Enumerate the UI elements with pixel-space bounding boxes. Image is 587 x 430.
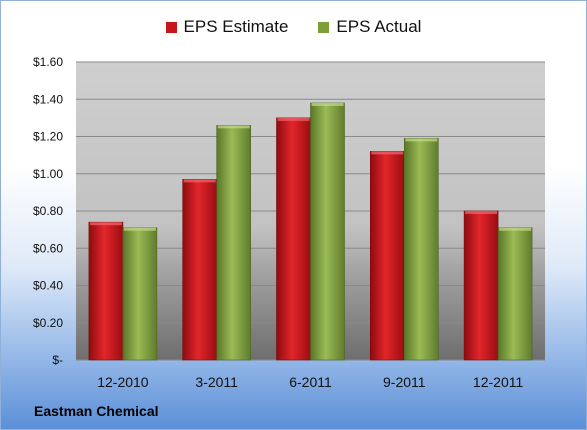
y-tick-label: $0.60 xyxy=(33,241,63,255)
bar-cap xyxy=(311,102,344,106)
y-tick-label: $0.80 xyxy=(33,204,63,218)
bar xyxy=(182,179,217,361)
company-name: Eastman Chemical xyxy=(34,403,159,419)
bar-cap xyxy=(217,125,250,129)
legend-item-estimate: EPS Estimate xyxy=(165,17,289,37)
bar-cap xyxy=(371,151,404,155)
y-tick-label: $1.00 xyxy=(33,167,63,181)
y-tick-label: $0.20 xyxy=(33,316,63,330)
bar-cap xyxy=(123,227,156,231)
legend: EPS Estimate EPS Actual xyxy=(1,17,586,37)
y-tick-label: $0.40 xyxy=(33,279,63,293)
bar-cap xyxy=(89,222,122,226)
bar-cap xyxy=(405,138,438,142)
x-tick-label: 12-2010 xyxy=(97,374,149,390)
legend-item-actual: EPS Actual xyxy=(318,17,421,37)
bar xyxy=(216,125,251,361)
bar-cap xyxy=(499,227,532,231)
x-tick-label: 9-2011 xyxy=(383,374,426,390)
bar xyxy=(403,138,439,361)
bar xyxy=(122,227,158,361)
x-tick-label: 6-2011 xyxy=(289,374,332,390)
y-tick-label: $1.40 xyxy=(33,92,63,106)
bar xyxy=(369,151,405,361)
bar xyxy=(276,117,311,361)
y-tick-label: $1.20 xyxy=(33,130,63,144)
bar-cap xyxy=(183,179,216,183)
legend-label-estimate: EPS Estimate xyxy=(183,17,289,36)
legend-label-actual: EPS Actual xyxy=(336,17,422,36)
legend-swatch-actual xyxy=(318,21,330,33)
y-tick-label: $1.60 xyxy=(33,55,63,69)
legend-swatch-estimate xyxy=(165,21,177,33)
bar xyxy=(463,210,499,361)
bar-cap xyxy=(465,211,498,214)
bar xyxy=(88,221,124,361)
bar xyxy=(497,227,533,361)
bar-cap xyxy=(277,117,310,121)
bar xyxy=(310,102,345,361)
x-tick-label: 12-2011 xyxy=(473,374,524,390)
y-tick-label: $- xyxy=(52,353,63,367)
x-tick-label: 3-2011 xyxy=(195,374,238,390)
